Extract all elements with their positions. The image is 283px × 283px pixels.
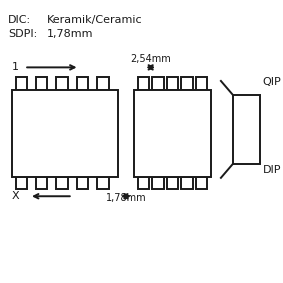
Bar	[76, 77, 88, 90]
Text: 1,78mm: 1,78mm	[46, 29, 93, 38]
Bar	[167, 77, 178, 90]
Text: X: X	[12, 191, 19, 201]
Text: SDPI:: SDPI:	[8, 29, 37, 38]
Text: 1: 1	[12, 62, 19, 72]
Bar	[138, 177, 149, 189]
Bar	[152, 177, 164, 189]
Text: DIC:: DIC:	[8, 15, 31, 25]
Bar	[36, 77, 48, 90]
Bar	[12, 90, 118, 177]
Bar	[167, 177, 178, 189]
Bar	[233, 95, 260, 164]
Bar	[56, 177, 68, 189]
Text: Keramik/Ceramic: Keramik/Ceramic	[46, 15, 142, 25]
Bar	[138, 77, 149, 90]
Text: 1,78mm: 1,78mm	[106, 193, 146, 203]
Bar	[196, 77, 207, 90]
Bar	[196, 177, 207, 189]
Bar	[76, 177, 88, 189]
Bar	[36, 177, 48, 189]
Text: 2,54mm: 2,54mm	[130, 54, 171, 64]
Text: DIP: DIP	[263, 165, 281, 175]
Bar	[16, 77, 27, 90]
Text: QIP: QIP	[263, 77, 281, 87]
Bar	[97, 77, 108, 90]
Bar	[181, 177, 193, 189]
Bar	[16, 177, 27, 189]
Bar	[181, 77, 193, 90]
Bar	[97, 177, 108, 189]
Bar	[56, 77, 68, 90]
Bar	[152, 77, 164, 90]
Bar	[134, 90, 211, 177]
